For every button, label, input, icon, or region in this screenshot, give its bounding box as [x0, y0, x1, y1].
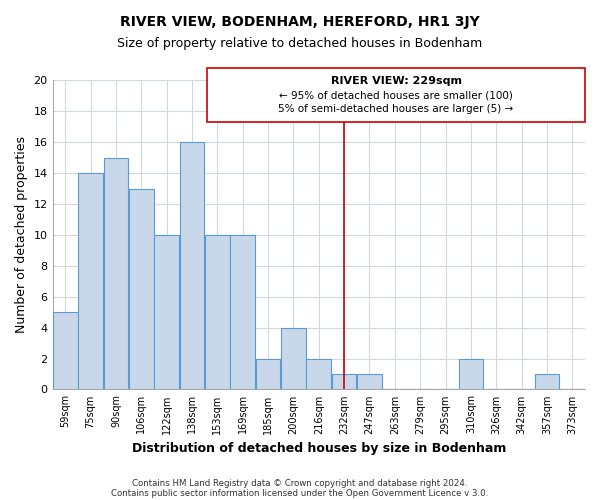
Bar — [256, 358, 280, 390]
FancyBboxPatch shape — [207, 68, 585, 122]
Bar — [281, 328, 306, 390]
Bar — [53, 312, 77, 390]
Text: Size of property relative to detached houses in Bodenham: Size of property relative to detached ho… — [118, 38, 482, 51]
Bar — [535, 374, 559, 390]
Bar — [78, 173, 103, 390]
Bar — [332, 374, 356, 390]
Bar — [129, 188, 154, 390]
Text: Contains HM Land Registry data © Crown copyright and database right 2024.: Contains HM Land Registry data © Crown c… — [132, 478, 468, 488]
Y-axis label: Number of detached properties: Number of detached properties — [15, 136, 28, 334]
Bar — [230, 235, 255, 390]
Bar — [104, 158, 128, 390]
Text: RIVER VIEW, BODENHAM, HEREFORD, HR1 3JY: RIVER VIEW, BODENHAM, HEREFORD, HR1 3JY — [120, 15, 480, 29]
Text: ← 95% of detached houses are smaller (100): ← 95% of detached houses are smaller (10… — [279, 90, 513, 100]
Text: 5% of semi-detached houses are larger (5) →: 5% of semi-detached houses are larger (5… — [278, 104, 514, 114]
Bar — [179, 142, 204, 390]
Bar — [307, 358, 331, 390]
Bar — [205, 235, 230, 390]
Bar — [154, 235, 179, 390]
Bar — [458, 358, 483, 390]
Bar — [357, 374, 382, 390]
Text: RIVER VIEW: 229sqm: RIVER VIEW: 229sqm — [331, 76, 461, 86]
Text: Contains public sector information licensed under the Open Government Licence v : Contains public sector information licen… — [112, 488, 488, 498]
X-axis label: Distribution of detached houses by size in Bodenham: Distribution of detached houses by size … — [131, 442, 506, 455]
